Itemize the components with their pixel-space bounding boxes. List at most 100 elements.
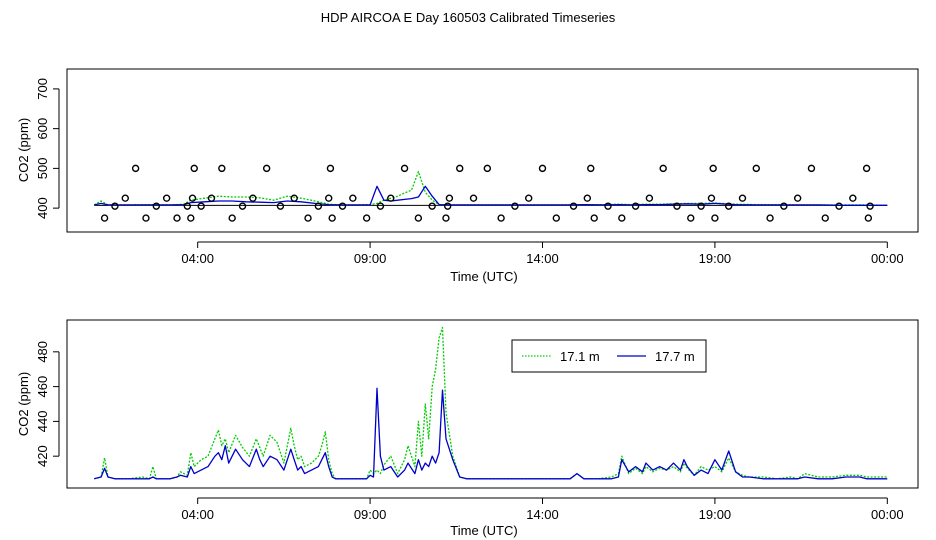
calibration-point xyxy=(325,194,333,202)
calibration-point xyxy=(228,214,236,222)
calibration-point xyxy=(131,164,140,173)
chart-title: HDP AIRCOA E Day 160503 Calibrated Times… xyxy=(321,10,616,25)
panel-calibrated-timeseries: 04:00 09:00 14:00 19:00 00:00 400 500 600 700 Ti… xyxy=(16,68,919,284)
x-tick-label: 00:00 xyxy=(871,507,904,522)
x-tick-label: 09:00 xyxy=(354,251,387,266)
x-axis-label: Time (UTC) xyxy=(450,269,517,284)
x-tick-label: 19:00 xyxy=(699,251,732,266)
y-tick-label: 440 xyxy=(35,411,50,433)
y-tick-label: 500 xyxy=(35,158,50,180)
calibration-point xyxy=(821,214,829,222)
calibration-point xyxy=(414,214,423,222)
calibration-point xyxy=(673,202,681,210)
calibration-point xyxy=(569,202,578,210)
calibration-point xyxy=(442,214,450,222)
calibration-point xyxy=(400,164,409,173)
calibration-point xyxy=(152,202,161,210)
calibration-point xyxy=(590,214,598,222)
calibration-point xyxy=(187,214,195,222)
calibration-point xyxy=(190,164,198,173)
calibration-point xyxy=(711,214,719,222)
calibration-point xyxy=(752,164,760,173)
calibration-point xyxy=(197,202,205,210)
calibration-point xyxy=(328,214,336,222)
calibration-point xyxy=(443,202,452,210)
calibration-point xyxy=(387,194,395,202)
calibration-point xyxy=(142,214,150,222)
series-line-17-7-m xyxy=(94,387,888,480)
series-line-17-7-m xyxy=(94,185,888,206)
y-tick-label: 700 xyxy=(35,78,50,100)
calibration-point xyxy=(793,194,802,202)
calibration-point xyxy=(849,194,857,202)
calibration-point xyxy=(111,202,119,210)
calibration-point xyxy=(538,164,547,173)
calibration-point xyxy=(349,194,357,202)
calibration-point xyxy=(428,202,436,210)
calibration-point xyxy=(445,194,454,202)
calibration-point xyxy=(338,202,347,210)
calibration-point xyxy=(631,202,640,210)
y-tick-label: 480 xyxy=(35,341,50,363)
calibration-point xyxy=(100,214,109,222)
calibration-point xyxy=(604,202,612,210)
calibration-point xyxy=(645,194,654,202)
calibration-point xyxy=(659,164,667,173)
calibration-point xyxy=(249,194,257,202)
calibration-point xyxy=(276,202,285,210)
calibration-point xyxy=(314,202,323,210)
x-tick-label: 19:00 xyxy=(699,507,732,522)
calibration-point xyxy=(162,194,171,202)
calibration-point xyxy=(835,202,843,210)
calibration-point xyxy=(687,214,695,222)
calibration-point xyxy=(469,194,478,202)
calibration-point xyxy=(497,214,505,222)
calibration-point xyxy=(552,214,560,222)
calibration-point xyxy=(724,202,733,210)
y-tick-label: 420 xyxy=(35,445,50,467)
calibration-point xyxy=(362,214,371,222)
calibration-point xyxy=(290,194,298,202)
y-tick-label: 400 xyxy=(35,197,50,219)
calibration-point xyxy=(738,194,747,202)
calibration-point xyxy=(173,214,181,222)
legend-label-17-1m: 17.1 m xyxy=(560,349,600,364)
x-tick-label: 14:00 xyxy=(526,507,559,522)
calibration-point xyxy=(780,202,788,210)
calibration-point xyxy=(618,214,626,222)
legend: 17.1 m 17.7 m xyxy=(511,339,707,373)
y-axis-label: CO2 (ppm) xyxy=(16,372,31,436)
x-tick-label: 14:00 xyxy=(526,251,559,266)
x-tick-label: 04:00 xyxy=(181,251,214,266)
calibration-point xyxy=(456,164,464,173)
calibration-point xyxy=(583,194,592,202)
x-tick-label: 04:00 xyxy=(181,507,214,522)
y-tick-label: 600 xyxy=(35,118,50,140)
y-tick-label: 460 xyxy=(35,376,50,398)
panel-zoomed-timeseries: 04:00 09:00 14:00 19:00 00:00 420 440 460 480 Ti… xyxy=(16,319,919,538)
series-line-17-1-m xyxy=(94,326,888,480)
plot-frame xyxy=(66,319,919,489)
calibration-point xyxy=(238,202,247,210)
x-axis-label: Time (UTC) xyxy=(450,523,517,538)
calibration-point xyxy=(188,194,197,202)
plot-frame xyxy=(66,68,919,233)
calibration-point xyxy=(376,202,385,210)
legend-box xyxy=(511,339,707,373)
y-axis-label: CO2 (ppm) xyxy=(16,118,31,182)
calibration-point xyxy=(709,164,717,173)
x-tick-label: 00:00 xyxy=(871,251,904,266)
calibration-point xyxy=(511,202,519,210)
calibration-point xyxy=(525,194,533,202)
calibration-point xyxy=(697,202,705,210)
calibration-point xyxy=(864,214,873,222)
calibration-point xyxy=(483,164,492,173)
calibration-point xyxy=(121,194,129,202)
calibration-point xyxy=(183,202,192,210)
legend-label-17-7m: 17.7 m xyxy=(655,349,695,364)
calibration-point xyxy=(862,164,871,173)
calibration-point xyxy=(326,164,335,173)
calibration-point xyxy=(218,164,226,173)
calibration-point xyxy=(707,194,716,202)
